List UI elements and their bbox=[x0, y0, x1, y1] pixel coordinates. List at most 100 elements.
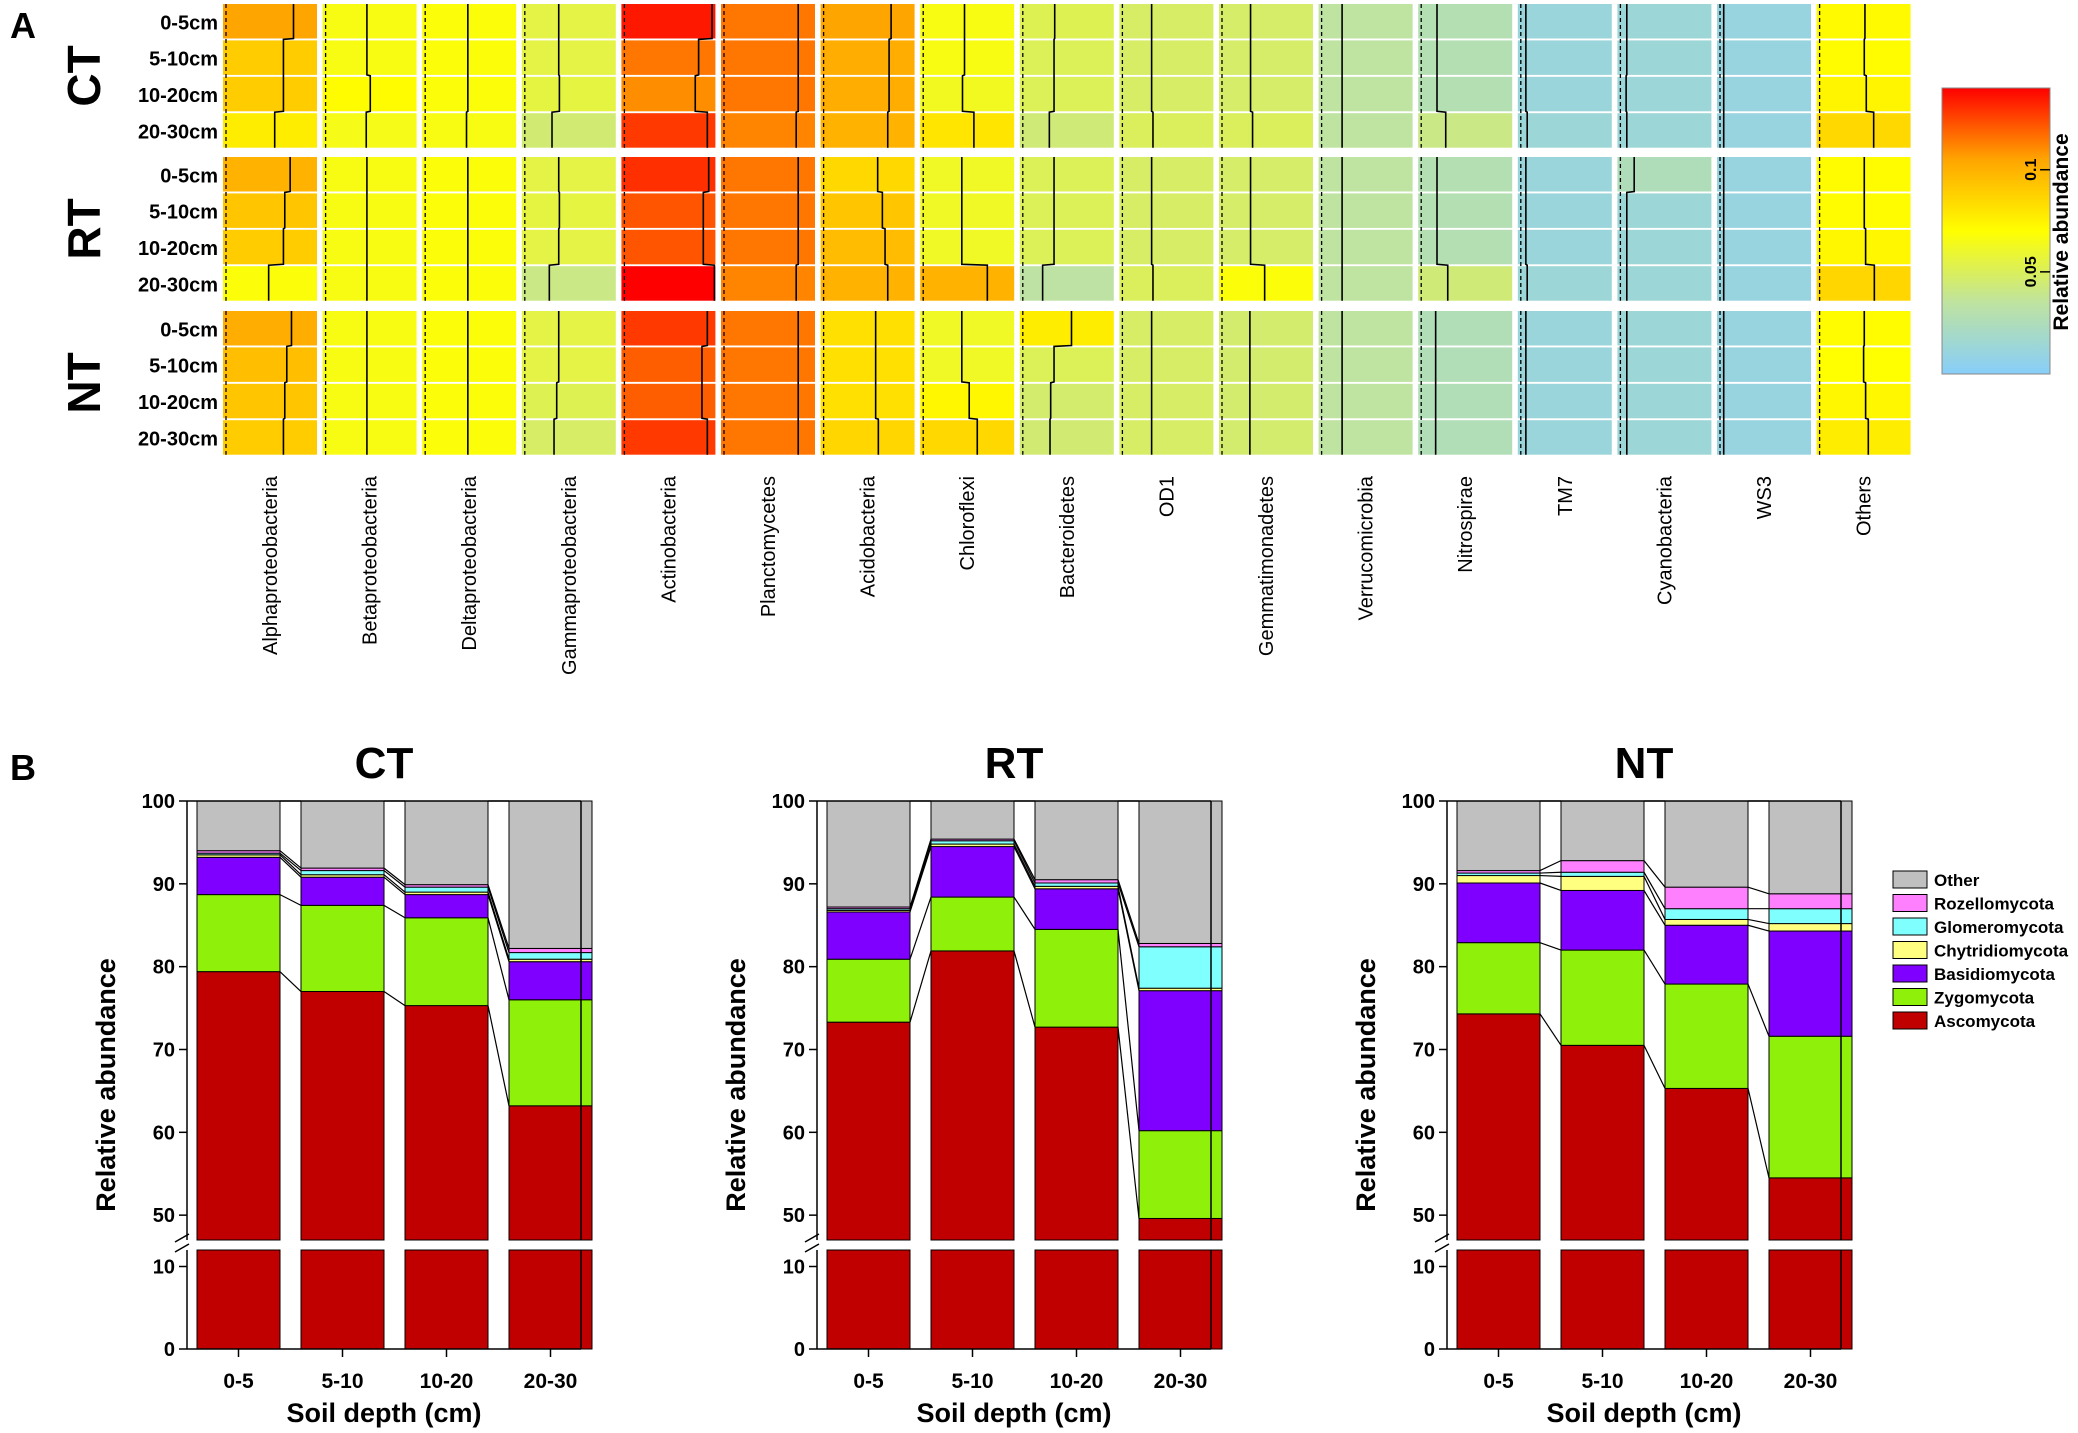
legend-swatch bbox=[1892, 1011, 1928, 1030]
connector-line bbox=[279, 856, 302, 878]
bar-segment-other bbox=[826, 800, 911, 908]
connector-line bbox=[1747, 918, 1770, 925]
panel-title: CT bbox=[355, 739, 414, 788]
heatmap-cell bbox=[1219, 40, 1313, 75]
heatmap-cell bbox=[521, 40, 616, 75]
heatmap-cell bbox=[1019, 229, 1114, 265]
bar-segment-other bbox=[1456, 800, 1541, 872]
bar-segment-ascomycota bbox=[826, 1021, 911, 1241]
bar-segment-basidiomycota bbox=[1034, 888, 1119, 930]
heatmap-cell bbox=[223, 76, 317, 112]
heatmap-cell bbox=[1517, 229, 1612, 265]
connector-line bbox=[1747, 1088, 1770, 1179]
bar-segment-other bbox=[1560, 800, 1645, 862]
x-tick-label: 5-10 bbox=[1581, 1370, 1623, 1393]
heatmap-cell bbox=[1517, 4, 1612, 39]
bar-segment-rozellomycota bbox=[508, 947, 593, 954]
bar-segment-ascomycota bbox=[1768, 1177, 1853, 1241]
bar-panel-nt: NT 0-5 5-10 10-20 20-30 50 60 70 80 90 100 0 10 Relat… bbox=[1351, 739, 1853, 1428]
heatmap-cell bbox=[621, 157, 716, 192]
heatmap-cell bbox=[1717, 193, 1811, 228]
heatmap-profile-line bbox=[465, 4, 469, 148]
treatment-label: CT bbox=[58, 45, 110, 106]
heatmap-cell bbox=[1517, 113, 1612, 148]
heatmap-cell bbox=[820, 311, 915, 346]
heatmap-profile-line bbox=[961, 311, 979, 455]
connector-line bbox=[1747, 924, 1770, 932]
y-tick-label: 60 bbox=[153, 1122, 175, 1144]
heatmap-cell bbox=[1119, 420, 1214, 455]
heatmap-cell bbox=[721, 40, 815, 75]
depth-label: 5-10cm bbox=[149, 356, 218, 378]
y-tick-label: 90 bbox=[1413, 874, 1435, 896]
connector-line bbox=[487, 884, 510, 949]
heatmap-cell bbox=[223, 40, 317, 75]
heatmap-cell bbox=[521, 347, 616, 382]
heatmap-cell bbox=[920, 311, 1015, 346]
bar-segment-basidiomycota bbox=[930, 846, 1015, 898]
panel-title: NT bbox=[1615, 739, 1674, 788]
heatmap-cell bbox=[621, 193, 716, 228]
heatmap-cell bbox=[1418, 40, 1513, 75]
y-tick-label: 80 bbox=[153, 957, 175, 979]
heatmap-cell bbox=[223, 157, 317, 192]
connector-line bbox=[1539, 942, 1562, 951]
heatmap-profile-line bbox=[1436, 4, 1447, 148]
heatmap-cell bbox=[1717, 383, 1811, 419]
connector-line bbox=[1643, 890, 1666, 926]
y-tick-label: 50 bbox=[153, 1205, 175, 1227]
heatmap-cell bbox=[1019, 157, 1114, 192]
heatmap-profile-line bbox=[365, 4, 372, 148]
phylum-label: WS3 bbox=[1754, 476, 1776, 519]
bar-segment-ascomycota bbox=[300, 991, 385, 1241]
connector-line bbox=[1013, 950, 1036, 1028]
connector-line bbox=[1747, 983, 1770, 1037]
bar-segment-zygomycota bbox=[300, 904, 385, 993]
heatmap-cell bbox=[1019, 76, 1114, 112]
heatmap-cell bbox=[223, 311, 317, 346]
y-tick-label: 100 bbox=[772, 791, 805, 813]
bar-segment-basidiomycota bbox=[1456, 882, 1541, 944]
bar-segment-basidiomycota bbox=[1138, 990, 1223, 1132]
legend-swatch bbox=[1892, 870, 1928, 889]
heatmap-cell bbox=[1418, 311, 1513, 346]
colorbar-tick-label: 0.05 bbox=[2023, 256, 2040, 287]
bar-segment-basidiomycota bbox=[300, 876, 385, 906]
colorbar-tick-label: 0.1 bbox=[2023, 158, 2040, 180]
phylum-label: Bacteroidetes bbox=[1057, 476, 1079, 598]
heatmap-cell bbox=[1617, 383, 1712, 419]
connector-line bbox=[909, 838, 932, 908]
heatmap-profile-line bbox=[795, 157, 800, 301]
heatmap-profile-line bbox=[267, 157, 291, 301]
heatmap-cell bbox=[820, 76, 915, 112]
phylum-label: Planctomycetes bbox=[758, 476, 780, 617]
depth-label: 5-10cm bbox=[149, 49, 218, 71]
phylum-label: OD1 bbox=[1156, 476, 1178, 517]
heatmap-cell bbox=[1717, 76, 1811, 112]
heatmap-cell bbox=[322, 347, 417, 382]
bar-segment-zygomycota bbox=[1560, 949, 1645, 1046]
connector-line bbox=[383, 874, 406, 893]
heatmap-cell bbox=[721, 229, 815, 265]
heatmap-cell bbox=[820, 229, 915, 265]
heatmap-cell bbox=[1219, 311, 1313, 346]
bar-segment-basidiomycota bbox=[196, 856, 281, 896]
connector-line bbox=[1117, 929, 1140, 1131]
x-tick-label: 20-30 bbox=[1784, 1370, 1838, 1393]
heatmap-cell bbox=[920, 113, 1015, 148]
heatmap-cell bbox=[621, 40, 716, 75]
connector-line bbox=[1117, 879, 1140, 944]
bar-segment-ascomycota bbox=[930, 950, 1015, 1241]
legend-swatch bbox=[1892, 964, 1928, 983]
bar-segment-ascomycota bbox=[508, 1105, 593, 1241]
bar-segment-basidiomycota bbox=[826, 911, 911, 960]
heatmap-cell bbox=[422, 347, 517, 382]
heatmap-cell bbox=[820, 347, 915, 382]
heatmap-cell bbox=[1219, 157, 1313, 192]
legend-label: Basidiomycota bbox=[1934, 965, 2055, 984]
legend-swatch bbox=[1892, 894, 1928, 912]
bar-segment-ascomycota bbox=[1664, 1087, 1749, 1241]
heatmap-profile-line bbox=[702, 157, 716, 301]
heatmap-cell bbox=[1816, 4, 1911, 39]
connector-line bbox=[1013, 896, 1036, 930]
